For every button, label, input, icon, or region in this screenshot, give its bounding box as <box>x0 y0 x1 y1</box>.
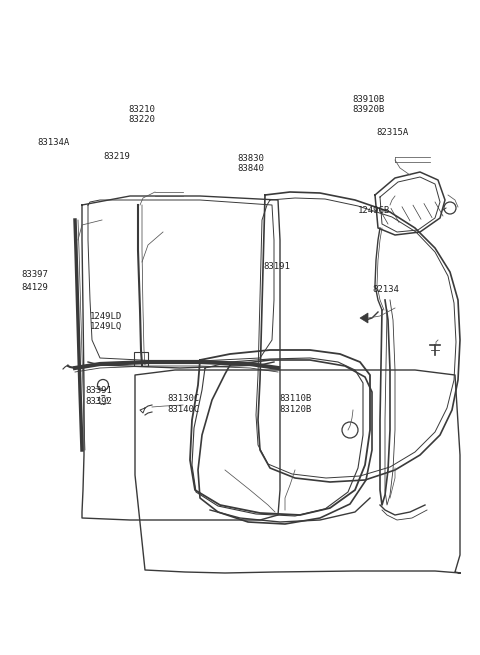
Text: 83210
83220: 83210 83220 <box>129 105 156 124</box>
Text: 83110B
83120B: 83110B 83120B <box>279 394 312 414</box>
Text: 82134: 82134 <box>372 285 399 294</box>
Text: 83397: 83397 <box>22 270 48 279</box>
Text: 82315A: 82315A <box>377 128 409 137</box>
Text: 1249GB: 1249GB <box>358 206 390 215</box>
Text: 83910B
83920B: 83910B 83920B <box>353 95 385 115</box>
Polygon shape <box>360 313 368 323</box>
Text: 83219: 83219 <box>103 152 130 161</box>
Text: 83191: 83191 <box>263 262 290 271</box>
Bar <box>134 352 148 366</box>
Text: 83130C
83140C: 83130C 83140C <box>167 394 199 414</box>
Text: 83134A: 83134A <box>37 138 70 147</box>
Text: 83830
83840: 83830 83840 <box>238 154 264 174</box>
Text: 83391
83392: 83391 83392 <box>85 386 112 406</box>
Text: 84129: 84129 <box>22 283 48 292</box>
Text: 1249LD
1249LQ: 1249LD 1249LQ <box>90 312 122 331</box>
